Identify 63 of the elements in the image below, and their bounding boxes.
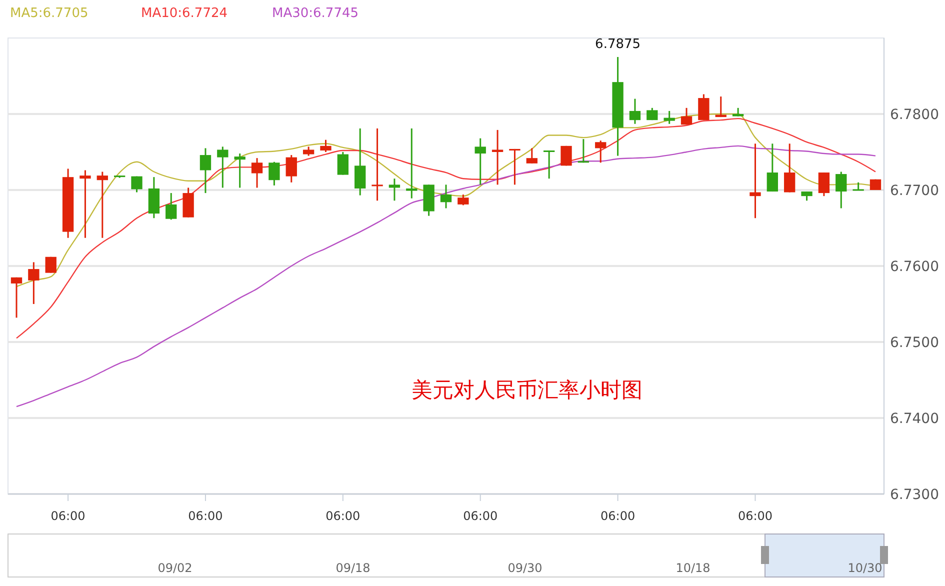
candlestick [629,98,641,125]
text: MA5:6.7705 [10,6,88,21]
line-series [16,145,876,408]
x-tick-label: 06:00 [600,509,636,523]
candlestick [217,146,228,188]
candlestick [302,146,314,157]
y-tick-label: 6.7500 [890,334,939,351]
text: 09/30 [508,561,542,575]
candlestick [766,142,778,192]
y-tick-label: 6.7600 [890,258,939,275]
candlestick [818,172,830,197]
candlestick [45,256,56,274]
candlestick [664,110,675,125]
annotation: 6.7875 [595,37,641,52]
candlestick [440,184,452,209]
candlestick [578,138,590,164]
candlestick [543,150,555,180]
candlestick [698,93,710,121]
text: 10/30 [848,561,882,575]
candlestick [526,147,538,164]
candlestick [268,161,280,186]
candlestick [96,171,108,239]
candlestick [406,128,418,200]
candlestick [10,276,22,318]
candlestick [354,128,366,196]
candlestick [251,157,263,188]
x-tick-label: 06:00 [463,509,498,523]
candlestick [680,107,692,126]
candlestick [458,194,469,206]
candlestick [372,128,383,202]
candlestick [166,192,177,220]
text: 美元对人民币汇率小时图 [412,378,642,402]
candlestick [200,147,212,194]
text: 09/18 [336,561,370,575]
candlestick [234,152,246,188]
candlestick [131,176,142,194]
candlestick [286,154,297,184]
x-tick-label: 06:00 [738,509,773,523]
y-tick-label: 6.7800 [890,106,939,123]
candlestick [320,139,332,153]
text: 10/18 [676,561,710,575]
candlestick [337,151,349,176]
x-tick-label: 06:00 [326,509,360,523]
candlestick [646,107,658,121]
candlestick [784,142,796,194]
text: MA10:6.7724 [141,6,228,21]
candlestick [80,169,91,239]
candlestick [388,178,400,202]
text: 09/02 [158,561,192,575]
text: MA30:6.7745 [272,6,359,21]
candlestick [595,140,606,164]
y-tick-label: 6.7300 [890,486,939,503]
candlestick [836,171,847,209]
candlestick [492,129,504,186]
candlestick [474,138,486,186]
y-tick-label: 6.7400 [890,410,939,427]
x-tick-label: 06:00 [50,509,86,523]
candlestick [801,190,812,202]
x-tick-label: 06:00 [188,509,223,523]
candlestick [28,261,40,305]
candlestick [750,142,761,219]
y-tick-label: 6.7700 [890,182,939,199]
candlestick [509,148,520,186]
